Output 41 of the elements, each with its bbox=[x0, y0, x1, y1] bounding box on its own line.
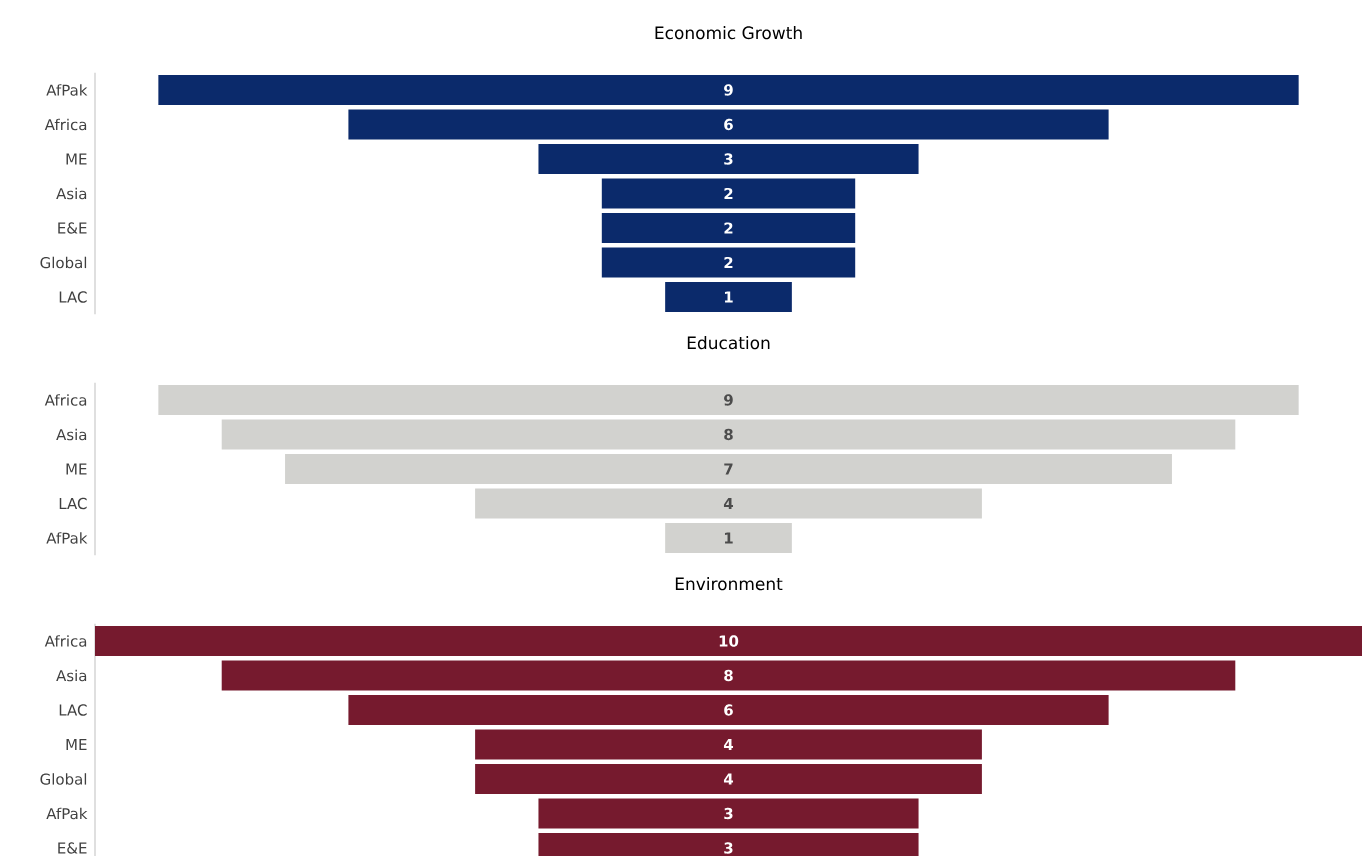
text: Environment bbox=[675, 577, 783, 591]
text: Education bbox=[687, 336, 770, 350]
data-label: 1 bbox=[724, 291, 733, 303]
category-label: AfPak bbox=[46, 532, 88, 544]
data-label: 10 bbox=[719, 635, 739, 647]
category-label: ME bbox=[66, 153, 87, 165]
data-label: 4 bbox=[723, 773, 734, 785]
data-label: 1 bbox=[724, 532, 733, 544]
data-label: 6 bbox=[724, 704, 733, 716]
category-label: Africa bbox=[44, 635, 87, 647]
data-label: 9 bbox=[724, 394, 733, 406]
category-label: Asia bbox=[56, 669, 87, 682]
category-label: E&E bbox=[58, 222, 87, 234]
data-label: 2 bbox=[724, 187, 733, 200]
category-label: ME bbox=[66, 463, 87, 475]
category-label: Asia bbox=[56, 187, 87, 200]
data-label: 8 bbox=[724, 428, 733, 441]
category-label: AfPak bbox=[46, 84, 88, 96]
category-label: LAC bbox=[59, 291, 87, 303]
data-label: 4 bbox=[723, 498, 734, 509]
category-label: LAC bbox=[59, 497, 87, 510]
data-label: 2 bbox=[724, 256, 733, 269]
data-label: 9 bbox=[724, 84, 733, 96]
data-label: 8 bbox=[724, 669, 733, 682]
data-label: 2 bbox=[724, 222, 733, 234]
data-label: 7 bbox=[724, 463, 733, 475]
category-label: Africa bbox=[44, 118, 87, 131]
data-label: 6 bbox=[724, 118, 733, 131]
category-label: Africa bbox=[44, 394, 87, 406]
category-label: ME bbox=[66, 739, 87, 750]
category-label: Global bbox=[40, 256, 87, 269]
category-label: LAC bbox=[59, 704, 87, 716]
category-label: E&E bbox=[58, 842, 87, 854]
data-label: 3 bbox=[724, 807, 733, 820]
text: Economic Growth bbox=[655, 26, 802, 40]
category-label: AfPak bbox=[46, 807, 88, 820]
data-label: 3 bbox=[724, 153, 733, 165]
category-label: Asia bbox=[56, 428, 87, 441]
category-label: Global bbox=[40, 773, 87, 785]
data-label: 4 bbox=[723, 739, 734, 750]
data-label: 3 bbox=[724, 842, 733, 854]
